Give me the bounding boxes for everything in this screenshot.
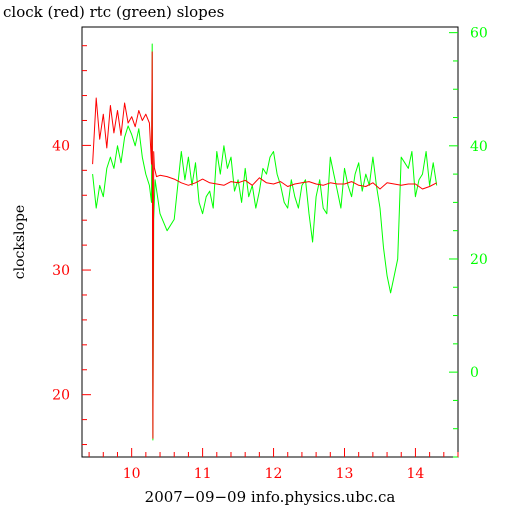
- x-tick-label: 14: [407, 466, 425, 482]
- left-tick-label: 40: [52, 138, 70, 154]
- y-axis-label: clockslope: [12, 205, 28, 279]
- left-axis-ticks: 20 30 40: [52, 45, 91, 446]
- series-rtc-line: [92, 43, 438, 441]
- chart-title: clock (red) rtc (green) slopes: [3, 3, 224, 21]
- plot-frame: [81, 26, 459, 458]
- left-tick-label: 30: [52, 263, 70, 279]
- left-tick-label: 20: [52, 388, 70, 404]
- right-axis-ticks: 0 20 40 60: [449, 26, 488, 458]
- x-tick-label: 13: [336, 466, 354, 482]
- right-tick-label: 20: [470, 252, 488, 268]
- x-axis-label: 2007−09−09 info.physics.ubc.ca: [145, 488, 396, 506]
- x-axis-ticks: 10 11 12 13 14: [88, 448, 459, 482]
- right-tick-label: 60: [470, 26, 488, 42]
- series-clock-line: [92, 51, 437, 439]
- right-tick-label: 40: [470, 139, 488, 155]
- x-tick-label: 10: [123, 466, 141, 482]
- right-tick-label: 0: [470, 365, 479, 381]
- series-group: [92, 43, 438, 441]
- x-tick-label: 12: [265, 466, 283, 482]
- x-tick-label: 11: [194, 466, 212, 482]
